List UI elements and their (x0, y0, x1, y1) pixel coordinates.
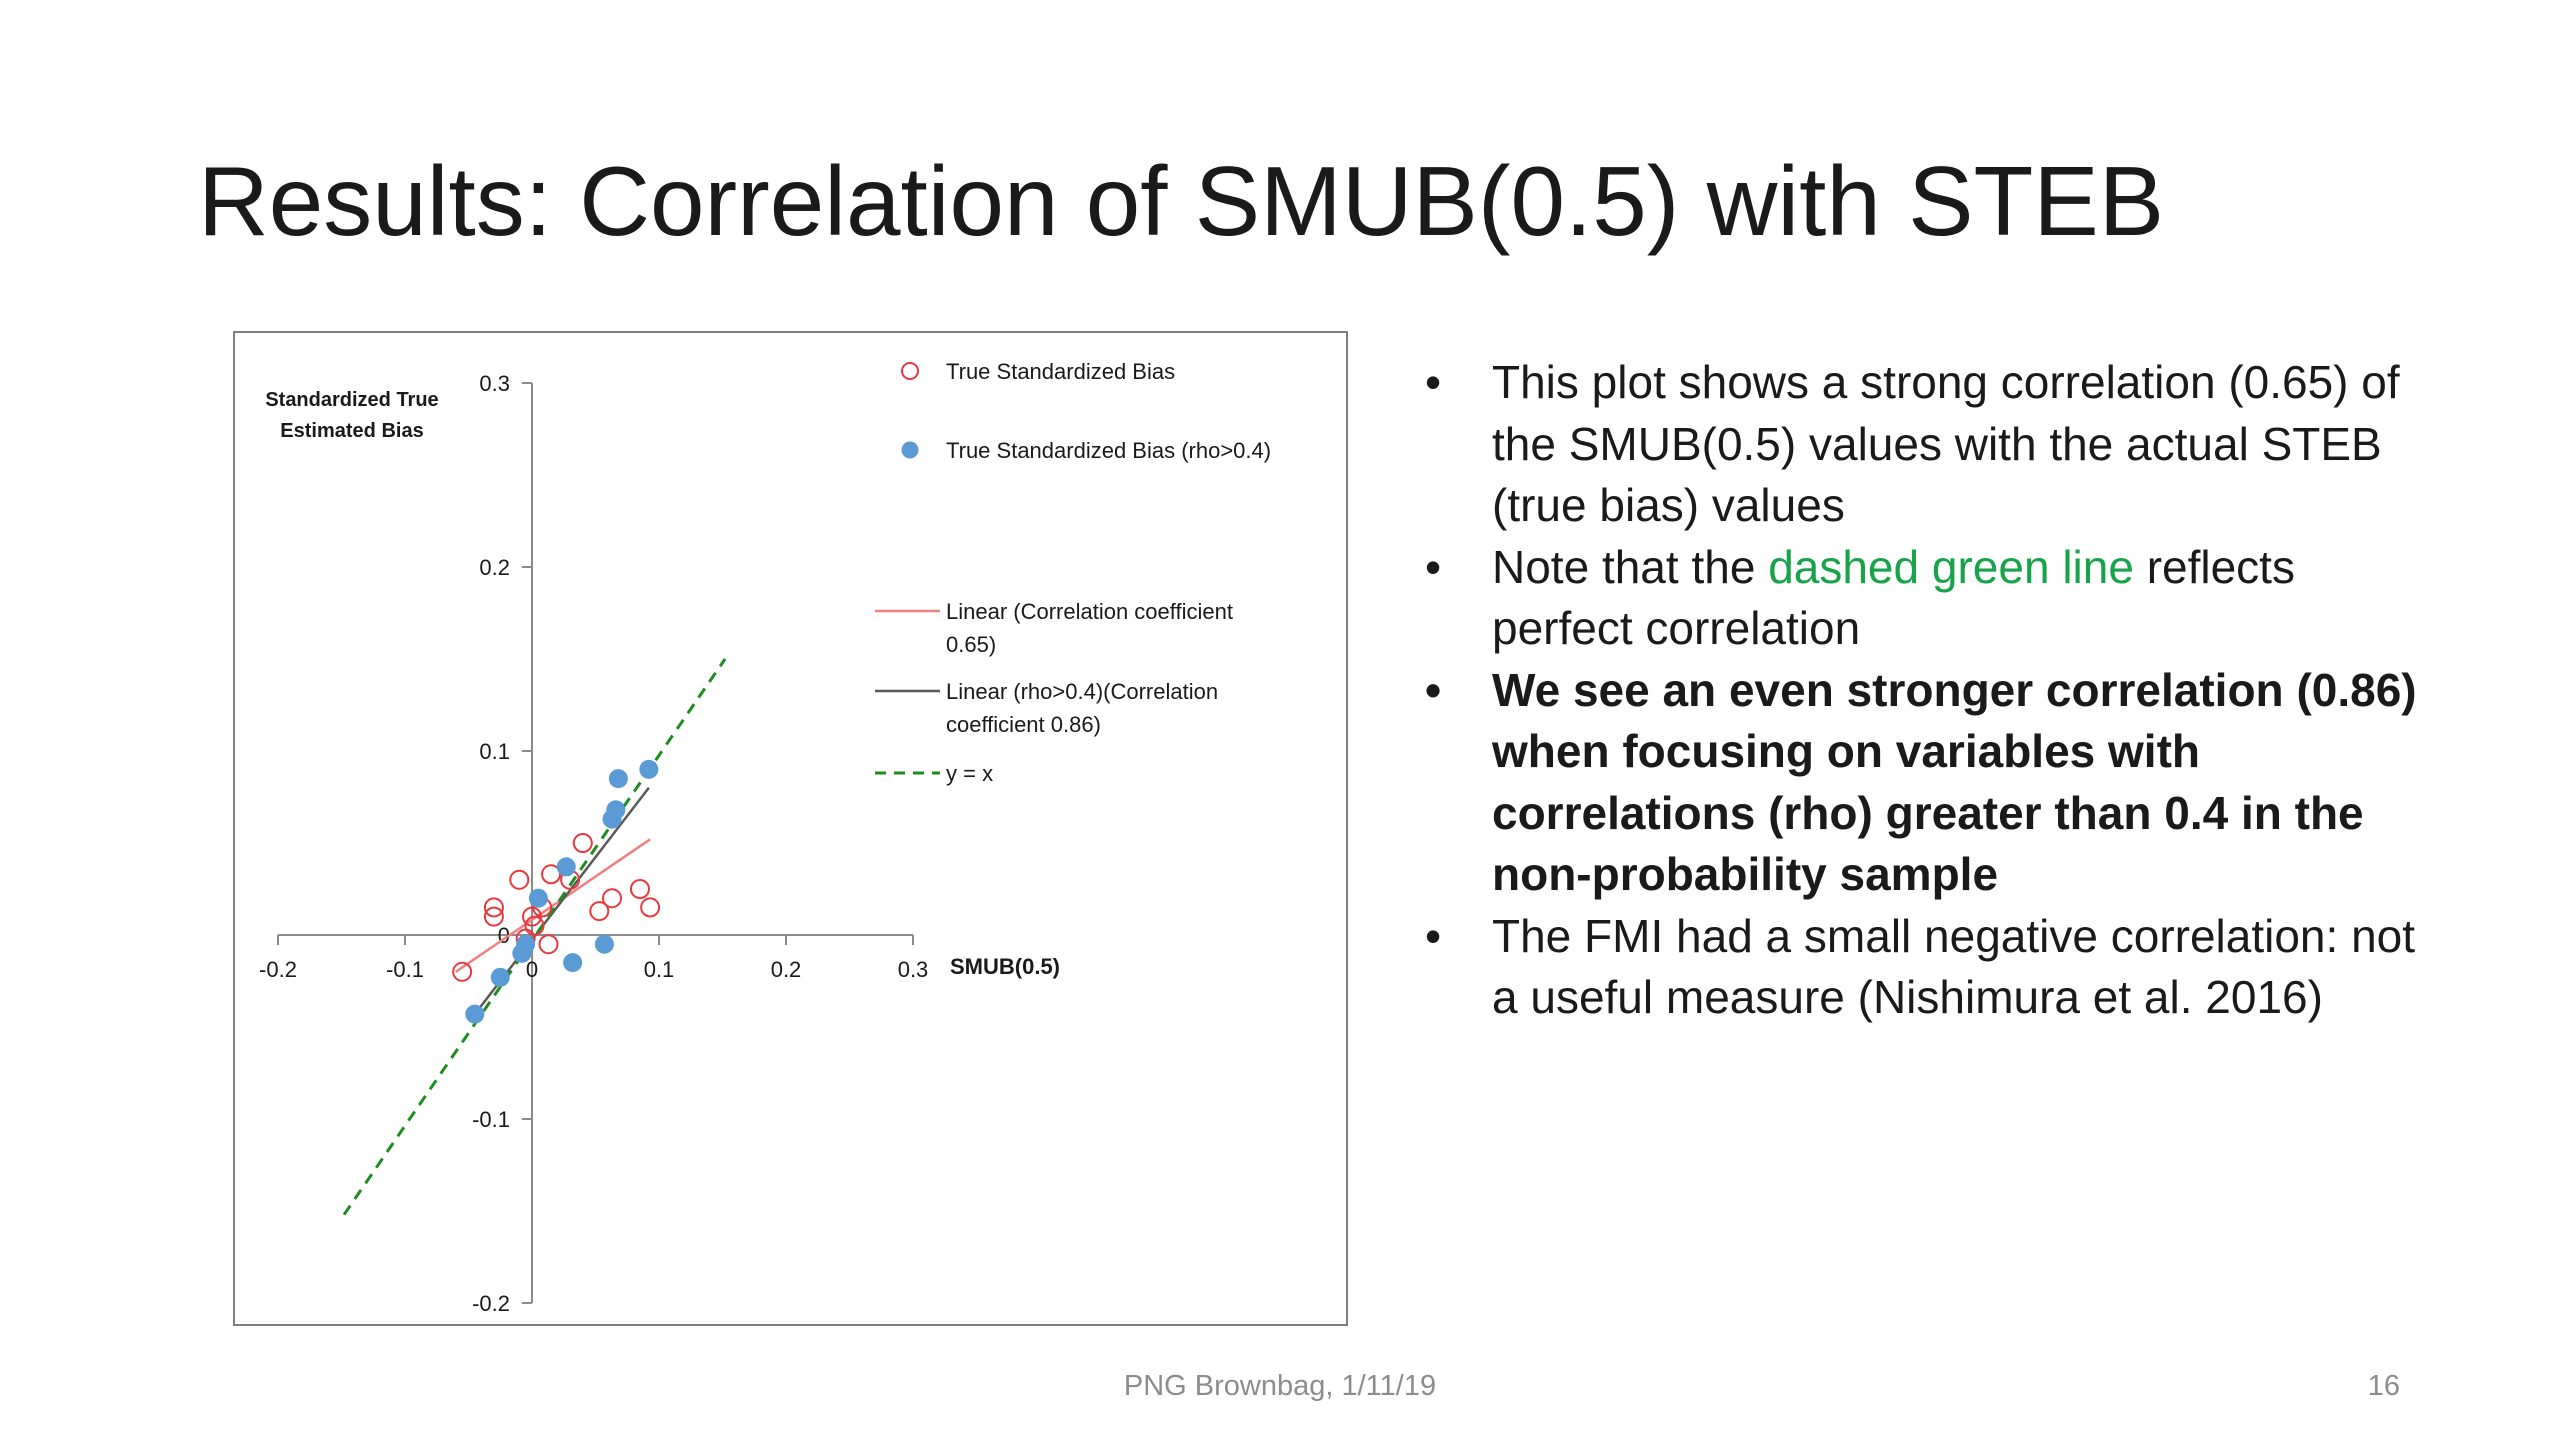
y-tick-label: 0.3 (479, 371, 510, 396)
legend-marker-open-circle (901, 362, 919, 380)
legend-marker-filled-circle (901, 441, 919, 459)
trend-line (455, 838, 651, 973)
bullet-2-highlight: dashed green line (1768, 540, 2134, 593)
bullet-item-2: Note that the dashed green line reflects… (1425, 537, 2435, 660)
x-axis-label: SMUB(0.5) (950, 954, 1060, 979)
data-point-filled (606, 800, 626, 820)
data-point-filled (608, 769, 628, 789)
data-point-filled (639, 759, 659, 779)
chart-frame: -0.2 -0.1 0 0.1 0.2 0.3 0.3 0.2 0.1 0 -0.1 -0.2 SMUB… (233, 331, 1348, 1326)
data-point-open (483, 897, 504, 918)
data-point-filled (556, 857, 576, 877)
scatter-chart: -0.2 -0.1 0 0.1 0.2 0.30.30.20.10-0.1-0.2SMUB… (259, 359, 1271, 1316)
y-equals-x-line (342, 658, 727, 1216)
slide-title: Results: Correlation of SMUB(0.5) with S… (198, 146, 2165, 256)
data-point-open (572, 833, 593, 853)
x-tick-label: 0.1 (644, 957, 675, 982)
data-point-open (509, 869, 530, 890)
bullet-list: This plot shows a strong correlation (0.… (1425, 352, 2435, 1029)
data-point-open (483, 906, 504, 927)
x-tick-label: 0.3 (898, 957, 929, 982)
page-number: 16 (2367, 1370, 2400, 1402)
data-point-filled (594, 934, 614, 954)
data-point-open (629, 879, 650, 899)
bullet-2-text-start: Note that the (1492, 540, 1769, 593)
slide-footer: PNG Brownbag, 1/11/19 (1123, 1370, 1437, 1402)
y-tick-label: -0.1 (472, 1107, 510, 1132)
data-point-open (452, 961, 473, 982)
legend-label: Linear (rho>0.4)(Correlation coefficient … (946, 679, 1218, 737)
x-tick-label: -0.1 (386, 957, 424, 982)
legend-label: True Standardized Bias (rho>0.4) (946, 438, 1271, 463)
data-point-open (640, 897, 661, 918)
legend-label: Linear (Correlation coefficient 0.65) (946, 599, 1233, 657)
data-point-open (541, 864, 562, 885)
y-tick-label: -0.2 (472, 1291, 510, 1316)
bullet-item-4: The FMI had a small negative correlation… (1425, 906, 2435, 1029)
bullet-2-text-end: reflects perfect correlation (1492, 540, 2295, 655)
data-point-filled (516, 934, 536, 954)
x-tick-label: -0.2 (259, 957, 297, 982)
data-point-open (589, 901, 610, 922)
y-axis-label: Standardized True Estimated Bias (265, 389, 438, 442)
data-point-open (602, 888, 623, 909)
bullet-item-3: We see an even stronger correlation (0.8… (1425, 660, 2435, 906)
data-point-filled (490, 967, 510, 987)
data-point-open (538, 934, 559, 955)
data-point-filled (528, 888, 548, 908)
y-tick-label: 0.2 (479, 555, 510, 580)
x-tick-label: 0.2 (771, 957, 802, 982)
bullet-item-1: This plot shows a strong correlation (0.… (1425, 352, 2435, 537)
data-point-filled (563, 953, 583, 973)
legend-label: True Standardized Bias (946, 359, 1175, 384)
legend-label: y = x (946, 761, 993, 786)
data-point-filled (465, 1004, 485, 1024)
x-tick-label: 0 (526, 957, 538, 982)
data-point-open (524, 915, 545, 936)
y-tick-label: 0.1 (479, 739, 510, 764)
